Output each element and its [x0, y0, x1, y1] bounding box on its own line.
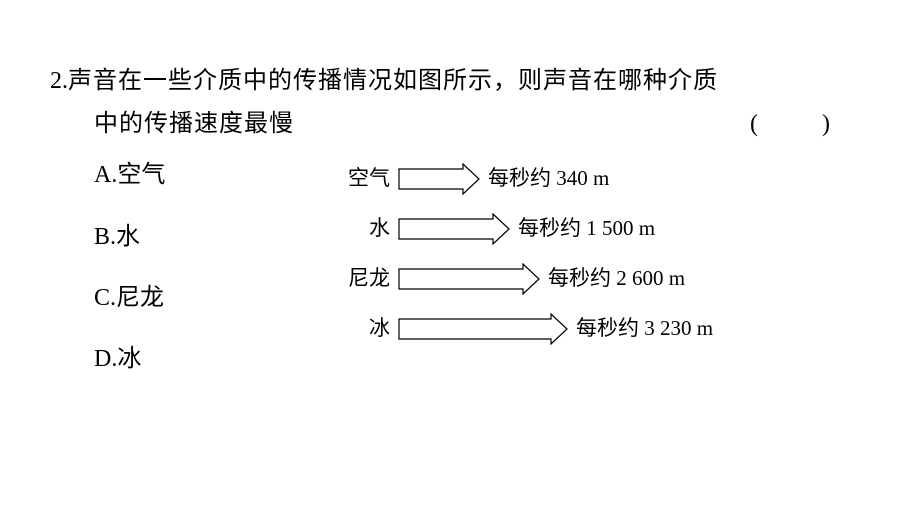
- diagram-value: 每秒约 3 230 m: [576, 310, 713, 348]
- option-item: D.冰: [94, 338, 340, 381]
- option-text: 冰: [117, 346, 141, 372]
- option-item: A.空气: [94, 154, 340, 197]
- answer-blank: ( ): [750, 103, 850, 146]
- diagram-value: 每秒约 1 500 m: [518, 210, 655, 248]
- question-text-2: 中的传播速度最慢: [50, 111, 294, 137]
- diagram: 空气每秒约 340 m水每秒约 1 500 m尼龙每秒约 2 600 m冰每秒约…: [340, 154, 713, 399]
- diagram-label: 冰: [340, 310, 390, 348]
- diagram-value: 每秒约 340 m: [488, 160, 609, 198]
- diagram-value-number: 340 m: [556, 166, 609, 190]
- diagram-value-number: 3 230 m: [644, 316, 713, 340]
- diagram-value-prefix: 每秒约: [576, 316, 644, 340]
- diagram-value-prefix: 每秒约: [488, 166, 556, 190]
- diagram-value-prefix: 每秒约: [548, 266, 616, 290]
- option-key: A.: [94, 162, 117, 188]
- question-block: 2.声音在一些介质中的传播情况如图所示，则声音在哪种介质 中的传播速度最慢 ( …: [50, 60, 870, 399]
- diagram-row: 尼龙 每秒约 2 600 m: [340, 260, 713, 298]
- arrow-icon: [398, 313, 568, 345]
- option-text: 水: [116, 224, 140, 250]
- option-key: D.: [94, 346, 117, 372]
- options-list: A.空气 B.水 C.尼龙 D.冰: [50, 154, 340, 399]
- question-line-2-row: 中的传播速度最慢 ( ): [50, 103, 870, 146]
- option-item: B.水: [94, 216, 340, 259]
- diagram-value-prefix: 每秒约: [518, 216, 586, 240]
- diagram-row: 空气 每秒约 340 m: [340, 160, 713, 198]
- diagram-label: 空气: [340, 160, 390, 198]
- arrow-icon: [398, 213, 510, 245]
- content-row: A.空气B.水C.尼龙D.冰 空气每秒约 340 m水每秒约 1 500 m尼龙…: [50, 154, 870, 399]
- diagram-label: 水: [340, 210, 390, 248]
- option-key: C.: [94, 285, 116, 311]
- diagram-label: 尼龙: [340, 260, 390, 298]
- diagram-row: 水 每秒约 1 500 m: [340, 210, 713, 248]
- question-number: 2.: [50, 68, 68, 94]
- question-text-1: 声音在一些介质中的传播情况如图所示，则声音在哪种介质: [68, 68, 718, 94]
- option-item: C.尼龙: [94, 277, 340, 320]
- arrow-icon: [398, 263, 540, 295]
- option-key: B.: [94, 224, 116, 250]
- option-text: 空气: [117, 162, 165, 188]
- question-line-1: 2.声音在一些介质中的传播情况如图所示，则声音在哪种介质: [50, 60, 870, 103]
- diagram-value: 每秒约 2 600 m: [548, 260, 685, 298]
- diagram-row: 冰 每秒约 3 230 m: [340, 310, 713, 348]
- diagram-value-number: 1 500 m: [586, 216, 655, 240]
- diagram-value-number: 2 600 m: [616, 266, 685, 290]
- option-text: 尼龙: [116, 285, 164, 311]
- arrow-icon: [398, 163, 480, 195]
